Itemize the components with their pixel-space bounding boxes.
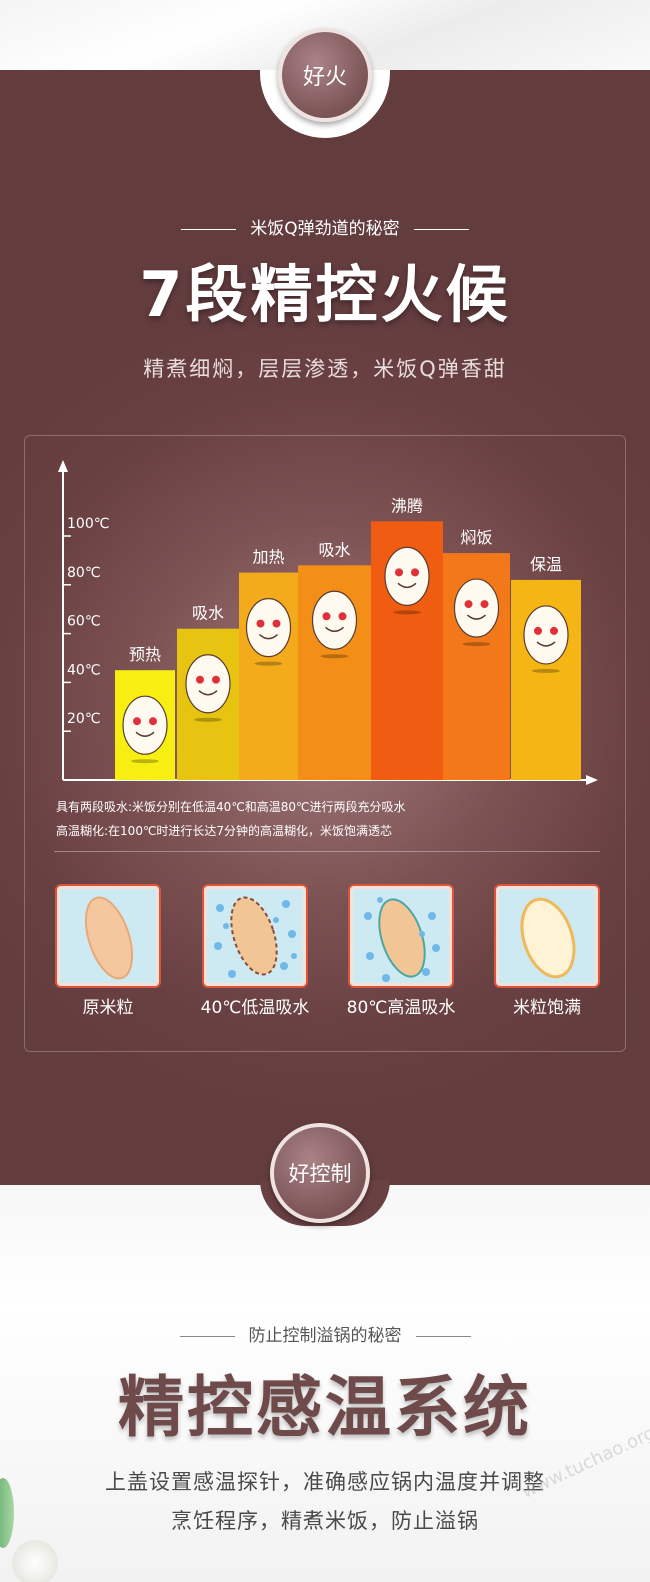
grain-label-40c: 40℃低温吸水 [200,998,310,1018]
y-tick-label: 80℃ [67,565,101,581]
rice-mascot-icon [453,578,500,647]
y-axis-arrow [58,460,68,472]
fire-badge: 好火 [278,28,372,122]
rice-mascot-icon [384,546,430,615]
mascot-body [523,605,569,665]
section1-subhead-text: 米饭Q弹劲道的秘密 [250,219,400,239]
section1-tagline: 精煮细焖，层层渗透，米饭Q弹香甜 [143,357,507,381]
grain-label-80c: 80℃高温吸水 [346,998,456,1018]
chart-panel [24,435,626,1052]
mascot-body [453,578,500,638]
bar-label: 保温 [530,555,562,574]
rice-mascot-icon [185,654,231,722]
section1-subhead: 米饭Q弹劲道的秘密 [0,214,650,239]
control-badge: 好控制 [270,1123,370,1223]
bar-label: 沸腾 [391,496,423,515]
notes-divider [54,851,600,852]
mascot-eye [534,626,542,635]
bar-label: 焖饭 [460,528,492,547]
mascot-body [245,598,292,658]
bar-label: 吸水 [192,604,224,623]
note-high-temp-gelatinize: 高温糊化:在100℃时进行长达7分钟的高温糊化，米饭饱满透芯 [56,824,393,838]
mascot-mouth [467,614,486,620]
rice-mascot-icon [523,605,569,673]
mascot-shadow [462,642,491,647]
mascot-eye [133,717,141,726]
mascot-eye [212,675,220,684]
mascot-shadow [254,661,283,666]
grain-80c-box [348,884,454,988]
mascot-mouth [259,634,278,640]
mascot-eye [322,612,331,621]
mascot-eye [480,600,489,609]
grain-label-raw: 原米粒 [82,998,134,1018]
mascot-eye [149,717,157,726]
control-badge-label: 好控制 [288,1162,352,1186]
full-grain-icon [520,897,576,979]
mascot-mouth [397,582,417,589]
grain-40c-box [202,884,308,988]
mascot-eye [256,619,265,628]
mascot-shadow [532,668,560,673]
mascot-body [311,590,358,650]
white-section-background [0,1185,650,1582]
mascot-mouth [198,690,218,696]
flower-decoration [12,1540,58,1582]
x-axis-arrow [586,775,598,785]
high-temp-grain-icon [364,897,440,982]
section2-desc-line1: 上盖设置感温探针，准确感应锅内温度并调整 [105,1470,545,1494]
y-tick-label: 60℃ [67,614,101,630]
mascot-eye [272,619,281,628]
leaf-decoration [0,1478,14,1548]
rice-mascot-icon [122,695,168,764]
bar-label: 预热 [129,645,161,664]
mascot-shadow [131,759,159,764]
grain-raw-box [55,884,161,988]
raw-grain-icon [84,896,134,980]
section2-subhead: 防止控制溢锅的秘密 [0,1321,650,1346]
mascot-eye [550,626,558,635]
subhead2-line-left [179,1335,235,1337]
note-two-stage-soak: 具有两段吸水:米饭分别在低温40℃和高温80℃进行两段充分吸水 [56,800,406,814]
subhead-line-right [413,228,469,230]
mascot-eye [196,675,204,684]
mascot-body [122,695,168,755]
y-tick-label: 40℃ [67,662,101,678]
subhead2-line-right [415,1335,471,1337]
grain-label-full: 米粒饱满 [513,998,581,1018]
section2-title: 精控感温系统 [118,1369,532,1446]
mascot-shadow [320,654,349,659]
grain-full-box [494,884,600,988]
mascot-eye [411,568,419,577]
mascot-mouth [536,641,556,647]
bar-label: 吸水 [318,540,350,559]
section2-desc-line2: 烹饪程序，精煮米饭，防止溢锅 [171,1509,479,1533]
mascot-shadow [393,610,421,615]
low-temp-grain-icon [214,896,297,978]
mascot-mouth [135,731,155,737]
rice-mascot-icon [311,590,358,659]
y-tick-label: 100℃ [67,516,109,532]
rice-mascot-icon [245,598,292,666]
section2-subhead-text: 防止控制溢锅的秘密 [248,1326,402,1346]
mascot-eye [395,568,403,577]
mascot-mouth [325,626,344,633]
mascot-eye [338,612,347,621]
fire-badge-label: 好火 [302,65,347,90]
y-tick-label: 20℃ [67,711,101,727]
mascot-shadow [194,717,222,722]
bar-label: 加热 [252,548,284,567]
mascot-eye [464,600,473,609]
mascot-body [185,654,231,714]
mascot-body [384,546,430,606]
section1-title: 7段精控火候 [139,258,511,331]
subhead-line-left [181,228,237,230]
